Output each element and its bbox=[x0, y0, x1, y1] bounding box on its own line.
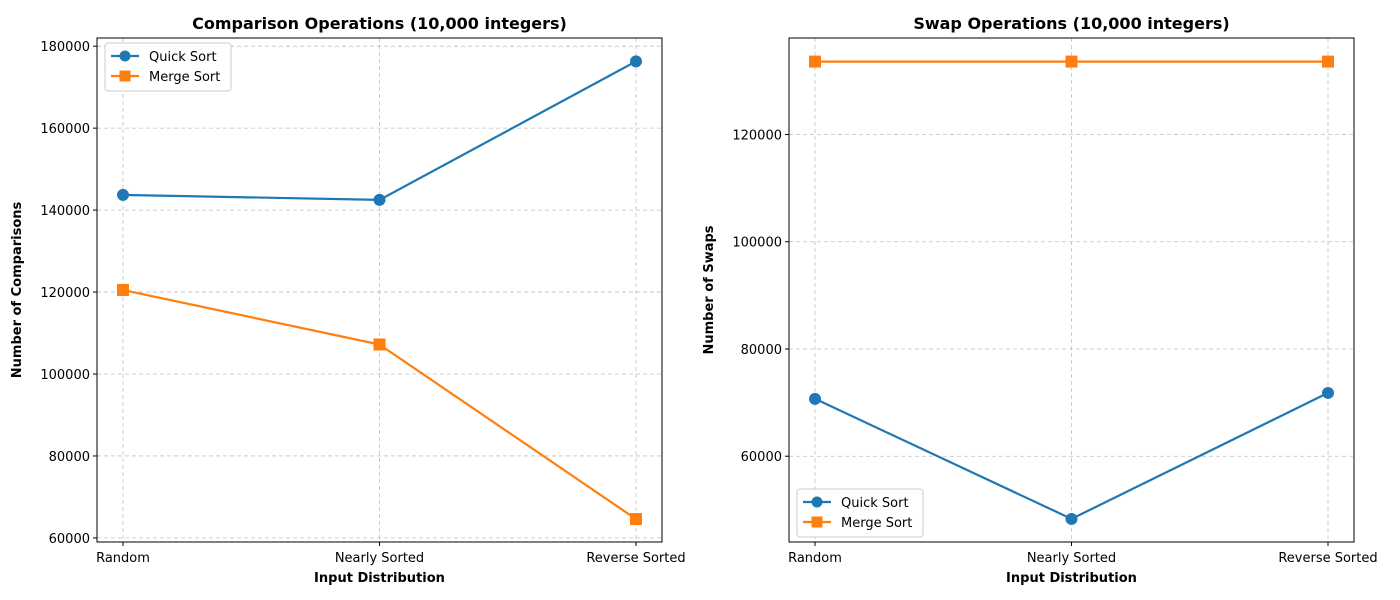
legend-marker bbox=[119, 50, 131, 62]
data-point bbox=[630, 55, 642, 68]
y-tick-label: 180000 bbox=[40, 40, 90, 55]
legend: Quick Sort Merge Sort bbox=[796, 488, 924, 538]
chart-title: Swap Operations (10,000 integers) bbox=[913, 14, 1229, 33]
y-tick-label: 100000 bbox=[732, 236, 782, 251]
data-point bbox=[373, 338, 386, 351]
y-tick-label: 160000 bbox=[40, 122, 90, 137]
legend-label: Merge Sort bbox=[841, 516, 912, 531]
x-tick-label: Reverse Sorted bbox=[1278, 551, 1377, 566]
x-axis-label: Input Distribution bbox=[314, 571, 445, 586]
x-axis-label: Input Distribution bbox=[1006, 571, 1137, 586]
data-point bbox=[373, 193, 386, 206]
y-tick-label: 60000 bbox=[741, 450, 782, 465]
data-point bbox=[1065, 55, 1078, 68]
data-point bbox=[809, 55, 821, 68]
legend-marker bbox=[811, 516, 823, 528]
x-tick-label: Nearly Sorted bbox=[1027, 551, 1116, 566]
y-tick-label: 80000 bbox=[741, 343, 782, 358]
data-point bbox=[630, 513, 642, 526]
legend-label: Quick Sort bbox=[841, 496, 909, 511]
y-tick-label: 60000 bbox=[49, 532, 90, 547]
y-tick-label: 140000 bbox=[40, 204, 90, 219]
data-point bbox=[117, 284, 129, 296]
chart-title: Comparison Operations (10,000 integers) bbox=[192, 14, 567, 33]
data-point bbox=[1065, 512, 1078, 525]
y-axis-label: Number of Swaps bbox=[702, 225, 717, 354]
swap-chart: Random Nearly Sorted Reverse Sorted 60000 80… bbox=[702, 14, 1378, 586]
data-point bbox=[809, 392, 821, 405]
x-tick-label: Nearly Sorted bbox=[335, 551, 424, 566]
y-tick-label: 120000 bbox=[732, 129, 782, 144]
y-tick-label: 100000 bbox=[40, 368, 90, 383]
x-tick-label: Random bbox=[788, 551, 842, 566]
legend-label: Quick Sort bbox=[149, 50, 217, 65]
comparison-chart: Random Nearly Sorted Reverse Sorted 60000 80… bbox=[10, 14, 686, 586]
y-tick-label: 120000 bbox=[40, 286, 90, 301]
legend-marker bbox=[811, 496, 823, 508]
x-tick-label: Random bbox=[96, 551, 150, 566]
data-point bbox=[1322, 55, 1334, 68]
legend-label: Merge Sort bbox=[149, 70, 220, 85]
y-tick-label: 80000 bbox=[49, 450, 90, 465]
x-tick-label: Reverse Sorted bbox=[586, 551, 685, 566]
data-point bbox=[1322, 386, 1334, 399]
data-point bbox=[117, 188, 129, 201]
legend-marker bbox=[119, 70, 131, 82]
legend: Quick Sort Merge Sort bbox=[104, 42, 232, 92]
y-axis-label: Number of Comparisons bbox=[10, 202, 25, 379]
